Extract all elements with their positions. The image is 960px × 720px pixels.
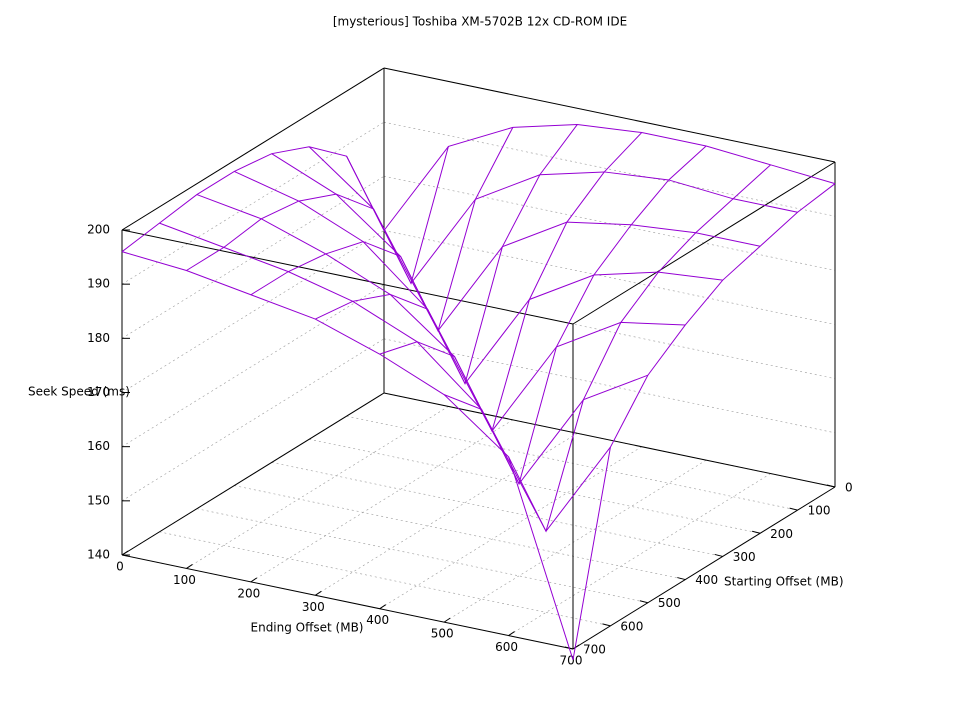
z-grid-line [121, 338, 385, 502]
box-edge [121, 229, 574, 325]
x-tick [250, 577, 258, 583]
x-grid-line [508, 473, 771, 636]
surface-column [508, 164, 771, 533]
z-tick-label: 150 [87, 493, 110, 507]
y-tick-label: 700 [583, 643, 606, 657]
x-tick-label: 300 [302, 600, 325, 614]
y-grid-line [346, 415, 798, 511]
box-edge [383, 67, 836, 163]
x-grid-line [443, 459, 707, 623]
y-grid-line [234, 485, 686, 580]
y-tick [789, 507, 798, 511]
surface-column [379, 132, 643, 433]
x-tick-label: 0 [116, 560, 124, 574]
z-grid-line [383, 230, 836, 325]
chart-title: [mysterious] Toshiba XM-5702B 12x CD-ROM… [333, 15, 627, 29]
x-tick-label: 200 [237, 586, 260, 600]
box-edge [572, 486, 836, 650]
surface-row [121, 251, 574, 660]
x-grid-line [315, 433, 578, 596]
z-grid-line [383, 176, 836, 271]
x-tick [379, 604, 386, 610]
x-tick-label: 600 [495, 640, 518, 654]
z-grid-line [121, 230, 385, 393]
x-tick-label: 500 [431, 627, 454, 641]
y-tick [677, 577, 686, 581]
z-grid-line [383, 121, 836, 217]
box-edge [121, 67, 385, 231]
y-grid-line [309, 438, 761, 534]
z-tick-label: 180 [87, 331, 110, 345]
y-grid-line [159, 531, 611, 627]
box-edge [121, 392, 385, 556]
x-axis-label: Ending Offset (MB) [251, 621, 364, 635]
z-grid-line [383, 338, 836, 434]
surface-row [196, 194, 649, 485]
surface-row [308, 146, 761, 332]
z-tick-label: 190 [87, 277, 110, 291]
y-tick-label: 100 [808, 504, 831, 518]
z-tick-label: 200 [87, 223, 110, 237]
box-edge [383, 392, 836, 488]
surface-column [572, 183, 836, 660]
x-grid-line [250, 419, 514, 583]
surface-column [443, 145, 707, 486]
surface-row [346, 155, 798, 285]
x-tick-label: 100 [173, 573, 196, 587]
y-axis-label: Starting Offset (MB) [724, 575, 844, 589]
surface-row [234, 170, 686, 432]
surface-column [121, 146, 385, 253]
surface-column [315, 124, 578, 385]
x-tick [121, 550, 129, 556]
z-grid-line [121, 121, 385, 285]
surface-column [250, 127, 514, 333]
y-tick-label: 300 [733, 550, 756, 564]
y-tick [602, 623, 611, 627]
surface-column [186, 146, 449, 285]
y-grid-line [271, 462, 723, 557]
y-tick [639, 600, 648, 604]
x-tick [315, 590, 322, 596]
x-grid-line [186, 406, 449, 569]
y-tick-label: 0 [845, 481, 853, 495]
x-tick [186, 564, 193, 569]
x-tick [508, 631, 515, 636]
z-axis-label: Seek Speed (ms) [28, 385, 130, 399]
y-tick [826, 484, 836, 488]
y-grid-line [196, 508, 648, 604]
x-tick [443, 617, 451, 623]
z-tick-label: 160 [87, 439, 110, 453]
x-grid-line [379, 446, 642, 609]
box-edge [121, 554, 574, 650]
z-tick-label: 140 [87, 548, 110, 562]
box-edge [572, 161, 836, 325]
surface-row [271, 153, 723, 385]
surface-row [383, 124, 836, 231]
y-tick-label: 600 [620, 619, 643, 633]
z-grid-line [121, 176, 385, 339]
x-tick-label: 700 [560, 654, 583, 668]
z-grid-line [121, 284, 385, 447]
x-tick [572, 644, 580, 650]
y-tick [714, 553, 723, 557]
y-tick [752, 530, 761, 534]
y-tick-label: 200 [770, 527, 793, 541]
x-tick-label: 400 [366, 613, 389, 627]
y-tick-label: 400 [695, 573, 718, 587]
y-tick-label: 500 [658, 596, 681, 610]
surface-row [159, 222, 611, 533]
z-tick-label: 170 [87, 385, 110, 399]
